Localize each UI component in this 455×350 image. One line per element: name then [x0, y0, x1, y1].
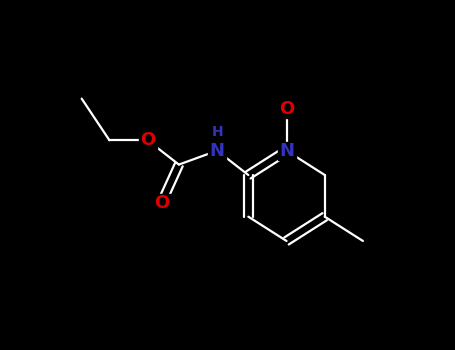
Text: N: N — [279, 142, 294, 160]
Text: O: O — [154, 194, 169, 212]
Text: O: O — [140, 131, 155, 149]
Text: O: O — [279, 100, 294, 118]
Text: H: H — [211, 125, 223, 139]
Text: N: N — [210, 142, 225, 160]
